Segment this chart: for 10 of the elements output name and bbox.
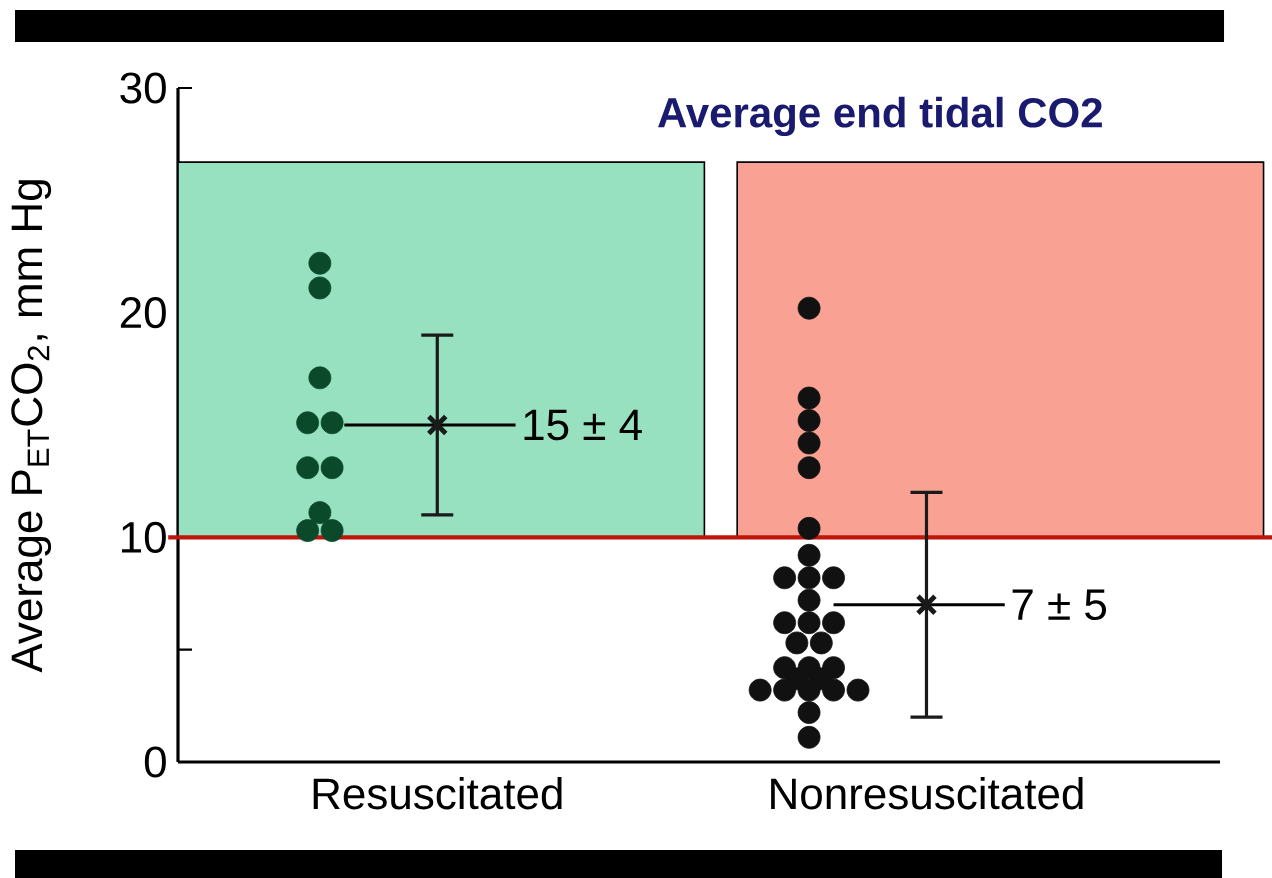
- y-axis-title: Average P$_{ET}$CO$_{2}$, mm Hg: [11, 180, 52, 673]
- y-tick-label: 30: [120, 72, 166, 104]
- y-tick-label: 10: [122, 521, 166, 553]
- chart-title: Average end tidal CO2: [658, 96, 1102, 137]
- annotation: 15 ± 4: [524, 409, 642, 441]
- annotation: 7 ± 5: [1012, 589, 1107, 621]
- x-tick-label: Resuscitated: [313, 777, 562, 810]
- x-tick-label: Nonresuscitated: [771, 777, 1083, 810]
- y-tick-label: 20: [120, 297, 166, 329]
- y-tick-label: 0: [144, 746, 166, 778]
